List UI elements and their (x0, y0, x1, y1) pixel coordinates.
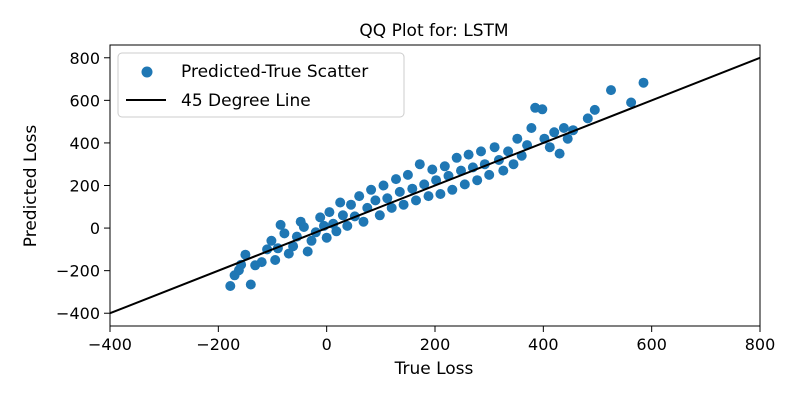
scatter-point (302, 246, 313, 257)
scatter-point (394, 186, 405, 197)
scatter-point (484, 169, 495, 180)
scatter-point (447, 184, 458, 195)
scatter-point (391, 174, 401, 185)
scatter-point (346, 199, 356, 210)
scatter-points (225, 77, 649, 291)
scatter-point (558, 123, 569, 133)
y-tick-label: 200 (69, 177, 100, 196)
y-axis: −400 −200 0 200 400 600 800 (56, 49, 110, 323)
scatter-point (554, 148, 565, 159)
scatter-point (549, 127, 560, 138)
scatter-point (407, 183, 418, 194)
y-tick-label: −400 (56, 304, 100, 323)
scatter-point (439, 161, 450, 172)
scatter-point (270, 255, 281, 265)
scatter-point (638, 77, 649, 88)
scatter-point (386, 202, 397, 213)
y-tick-label: 0 (90, 219, 100, 238)
scatter-point (370, 195, 381, 206)
scatter-point (366, 184, 377, 195)
scatter-point (279, 228, 290, 239)
scatter-point (589, 104, 600, 115)
scatter-point (476, 146, 486, 157)
x-tick-label: −200 (196, 335, 240, 354)
y-tick-label: −200 (56, 262, 100, 281)
scatter-point (240, 249, 251, 260)
scatter-point (358, 216, 369, 227)
plot-area (110, 56, 760, 315)
scatter-point (512, 133, 523, 144)
scatter-point (382, 193, 393, 204)
scatter-point (414, 159, 425, 170)
scatter-point (298, 222, 309, 232)
scatter-point (456, 165, 466, 176)
scatter-point (402, 169, 413, 180)
legend-box (117, 52, 405, 118)
scatter-point (503, 146, 514, 157)
x-tick-label: 400 (528, 335, 559, 354)
scatter-point (582, 113, 593, 124)
scatter-point (288, 241, 299, 252)
scatter-point (245, 279, 256, 290)
scatter-point (435, 189, 446, 199)
x-tick-label: 0 (322, 335, 332, 354)
scatter-point (423, 191, 434, 202)
x-axis-title: True Loss (394, 359, 474, 379)
scatter-point (331, 226, 342, 237)
x-tick-label: −400 (88, 335, 132, 354)
scatter-point (537, 104, 548, 115)
scatter-point (544, 142, 555, 153)
scatter-point (337, 210, 348, 221)
y-tick-label: 600 (69, 91, 100, 110)
scatter-point (489, 142, 500, 153)
scatter-point (419, 179, 430, 190)
scatter-point (459, 179, 470, 190)
scatter-point (321, 232, 332, 243)
x-axis: −400 −200 0 200 400 600 800 (88, 326, 775, 354)
scatter-point (427, 164, 438, 175)
scatter-point (606, 85, 616, 96)
scatter-point (315, 212, 326, 223)
scatter-point (283, 248, 294, 259)
scatter-point (378, 180, 389, 191)
y-axis-title: Predicted Loss (21, 125, 41, 248)
legend: Predicted-True Scatter 45 Degree Line (117, 52, 405, 118)
scatter-point (306, 235, 317, 246)
scatter-point (472, 175, 483, 186)
scatter-point (626, 97, 637, 108)
forty-five-degree-line (110, 56, 760, 315)
scatter-point (398, 199, 409, 210)
scatter-point (324, 207, 335, 218)
scatter-point (508, 159, 519, 170)
scatter-point (256, 257, 267, 268)
x-tick-label: 200 (420, 335, 451, 354)
scatter-point (562, 133, 573, 144)
legend-label-line: 45 Degree Line (181, 91, 311, 111)
scatter-point (335, 197, 346, 208)
y-tick-label: 800 (69, 49, 100, 68)
scatter-point (431, 175, 442, 186)
x-tick-label: 800 (745, 335, 776, 354)
scatter-point (225, 281, 236, 291)
scatter-point (411, 195, 421, 206)
x-tick-label: 600 (636, 335, 667, 354)
scatter-point (266, 235, 277, 246)
scatter-point (374, 210, 385, 221)
scatter-point (342, 220, 353, 231)
scatter-point (451, 152, 462, 163)
scatter-point (526, 123, 537, 133)
scatter-point (275, 219, 286, 230)
y-tick-label: 400 (69, 134, 100, 153)
legend-label-scatter: Predicted-True Scatter (181, 62, 368, 82)
chart-title: QQ Plot for: LSTM (359, 21, 508, 41)
scatter-point (498, 165, 509, 176)
scatter-point (354, 191, 365, 202)
legend-scatter-marker (141, 66, 153, 78)
reference-line-layer (110, 56, 760, 315)
scatter-point (463, 149, 474, 160)
